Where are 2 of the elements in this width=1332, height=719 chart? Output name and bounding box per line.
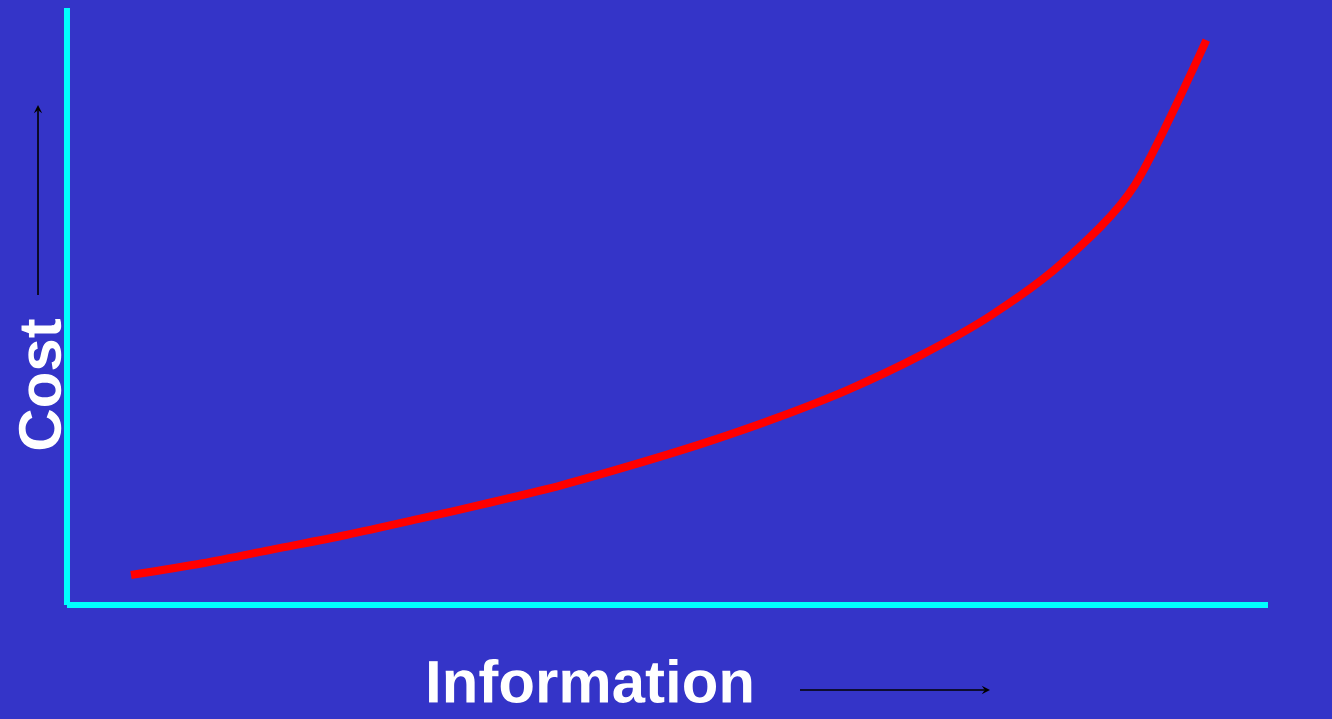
x-axis-title: Information — [429, 658, 752, 704]
y-axis-title: Cost — [18, 319, 62, 450]
